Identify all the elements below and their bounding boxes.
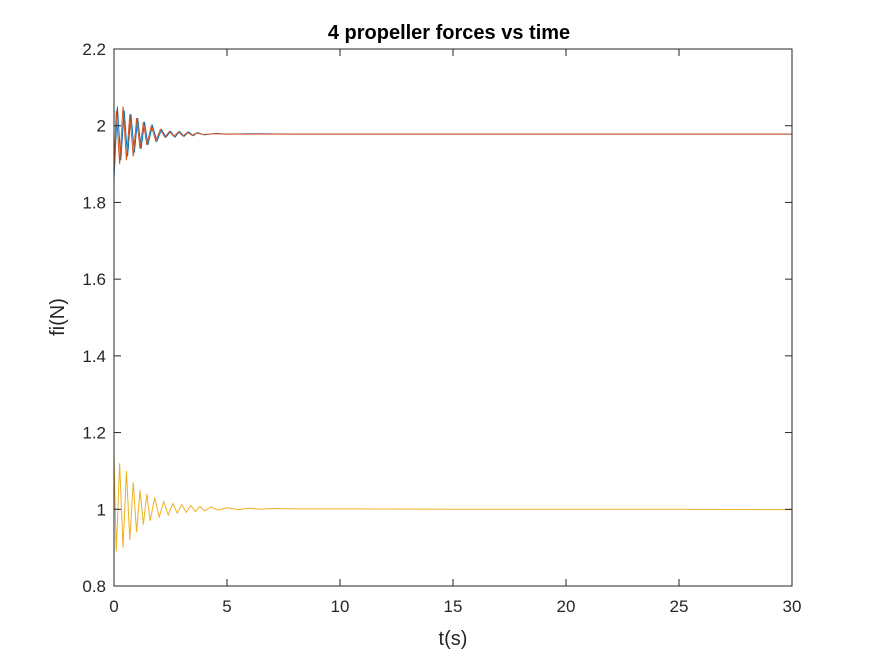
x-tick-label: 20 [557,597,576,616]
plot-area [114,49,792,586]
y-axis: 0.8 1 1.2 1.4 1.6 1.8 2 2.2 [82,40,792,596]
x-axis-label: t(s) [439,628,468,650]
x-tick-label: 10 [331,597,350,616]
x-tick-label: 5 [222,597,231,616]
y-tick-label: 1.2 [82,424,106,443]
x-tick-label: 15 [444,597,463,616]
y-tick-label: 2 [97,117,106,136]
x-tick-label: 30 [783,597,802,616]
x-tick-label: 25 [670,597,689,616]
x-axis: 0 5 10 15 20 25 30 [109,49,801,616]
y-tick-label: 1.4 [82,347,106,366]
x-tick-label: 0 [109,597,118,616]
y-tick-label: 1.8 [82,193,106,212]
series-line-3 [113,455,793,552]
chart-title: 4 propeller forces vs time [328,22,570,44]
y-tick-label: 1 [97,500,106,519]
y-axis-label: fi(N) [47,298,69,336]
y-tick-label: 1.6 [82,270,106,289]
y-tick-label: 0.8 [82,577,106,596]
series-line-2 [113,106,792,172]
y-tick-label: 2.2 [82,40,106,59]
series-layer [113,106,793,552]
